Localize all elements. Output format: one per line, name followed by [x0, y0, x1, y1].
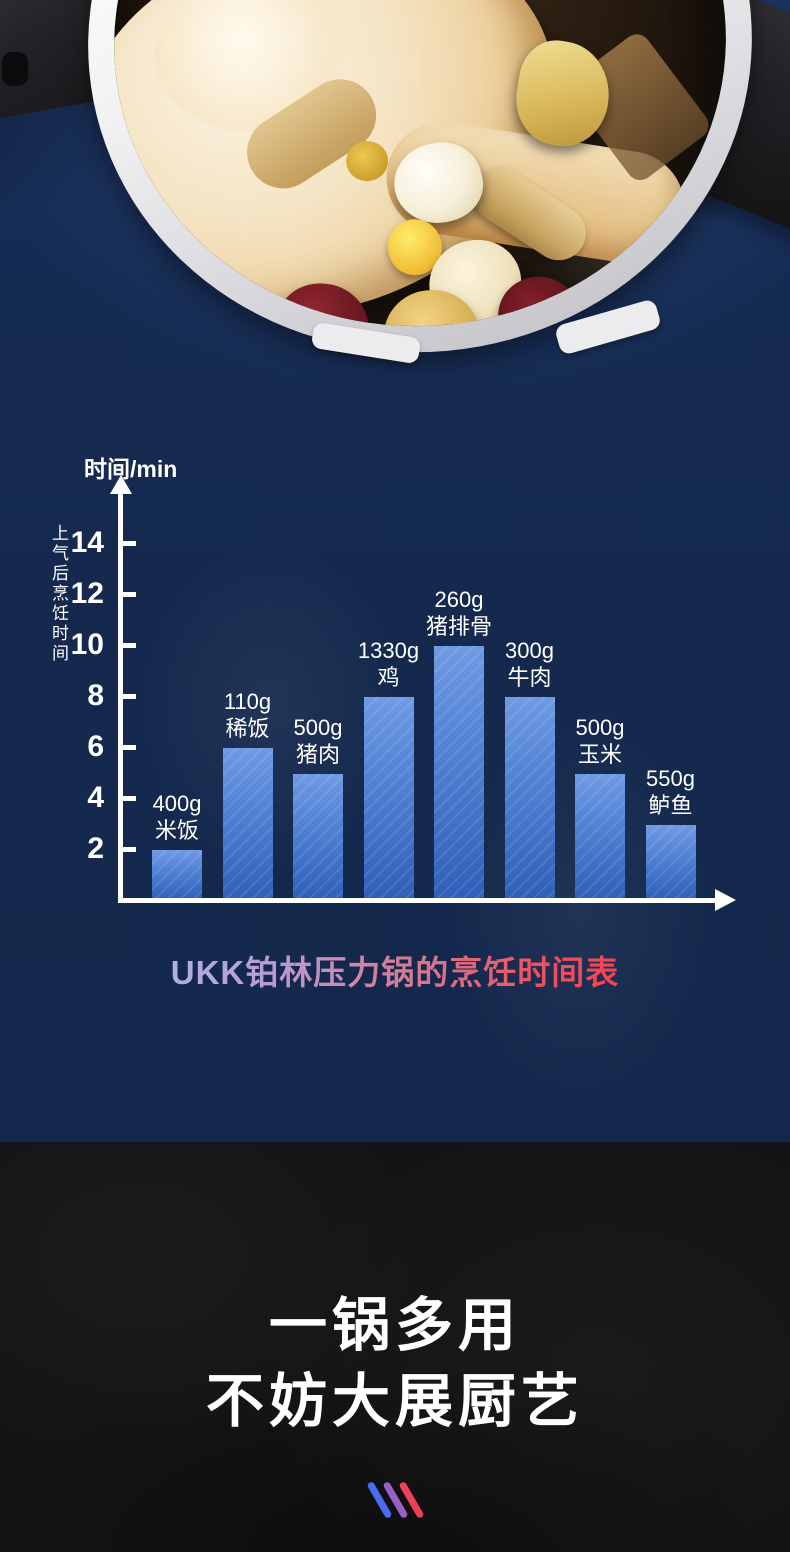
bar-label-food: 稀饭 [225, 716, 270, 741]
bar-label-weight: 260g [434, 587, 484, 612]
bar-label: 550g 鲈鱼 [601, 765, 741, 819]
bar-label-food: 鸡 [377, 665, 400, 690]
y-axis-line [118, 492, 123, 903]
bar-猪肉 [293, 773, 343, 901]
y-tick-label-6: 6 [87, 730, 104, 763]
bar-label-weight: 500g [293, 714, 343, 740]
bar-稀饭 [222, 748, 273, 901]
bar-label-weight: 300g [505, 638, 554, 663]
bar-label-food: 猪排骨 [425, 614, 492, 639]
y-tick-label-12: 12 [70, 577, 104, 610]
bar-label-weight: 110g [223, 689, 272, 714]
bar-鸡 [363, 697, 414, 901]
bar-label: 260g 猪排骨 [389, 586, 529, 640]
footer-headline-line2: 不妨大展厨艺 [205, 1369, 584, 1434]
y-tick-label-8: 8 [87, 679, 104, 712]
x-axis-arrow [715, 889, 736, 911]
cooking-time-chart: 时间/min 上气后烹饪时间 400g 米饭 110g 稀饭 500g 猪肉 1330g 鸡 2… [0, 456, 790, 994]
bar-鲈鱼 [645, 824, 696, 901]
y-tick-10 [123, 643, 136, 648]
bar-label-food: 牛肉 [507, 665, 552, 690]
bar-label: 1330g 鸡 [319, 637, 459, 691]
bar-label-weight: 1330g [357, 638, 420, 663]
bar-label-weight: 500g [575, 714, 625, 740]
chart-title: UKK铂林压力锅的烹饪时间表 [0, 946, 790, 994]
bar-猪排骨 [434, 646, 484, 901]
y-tick-6 [123, 745, 136, 750]
bar-label-food: 玉米 [577, 741, 622, 767]
bar-米饭 [152, 850, 202, 901]
y-tick-label-2: 2 [87, 832, 104, 865]
footer-section: 一锅多用 不妨大展厨艺 [0, 1142, 790, 1552]
bar-label-food: 鲈鱼 [648, 792, 693, 818]
hero-photo-section [0, 0, 790, 1100]
bar-label: 400g 米饭 [107, 790, 247, 844]
footer-headline-line1: 一锅多用 [268, 1293, 521, 1358]
y-tick-label-14: 14 [70, 526, 104, 559]
y-tick-14 [123, 541, 136, 546]
bar-玉米 [575, 773, 625, 901]
bar-label: 500g 猪肉 [248, 714, 388, 768]
bar-label: 300g 牛肉 [460, 637, 600, 691]
bar-牛肉 [504, 697, 555, 901]
pot-handle-left-screw [2, 52, 28, 86]
bar-label-weight: 400g [152, 791, 202, 816]
y-axis-vertical-label: 上气后烹饪时间 [49, 524, 68, 664]
bar-label-weight: 550g [646, 765, 695, 791]
y-tick-label-4: 4 [87, 781, 104, 814]
x-axis-line [118, 898, 716, 903]
y-axis-arrow [109, 475, 132, 494]
decorative-slashes-icon [365, 1480, 425, 1520]
y-tick-12 [123, 592, 136, 597]
bar-label: 110g 稀饭 [178, 688, 318, 742]
bar-label: 500g 玉米 [530, 714, 670, 768]
bar-label-food: 米饭 [154, 818, 199, 843]
y-tick-8 [123, 694, 136, 699]
y-tick-4 [123, 796, 136, 801]
y-tick-label-10: 10 [70, 628, 104, 661]
y-tick-2 [123, 847, 136, 852]
bar-label-food: 猪肉 [295, 741, 340, 767]
